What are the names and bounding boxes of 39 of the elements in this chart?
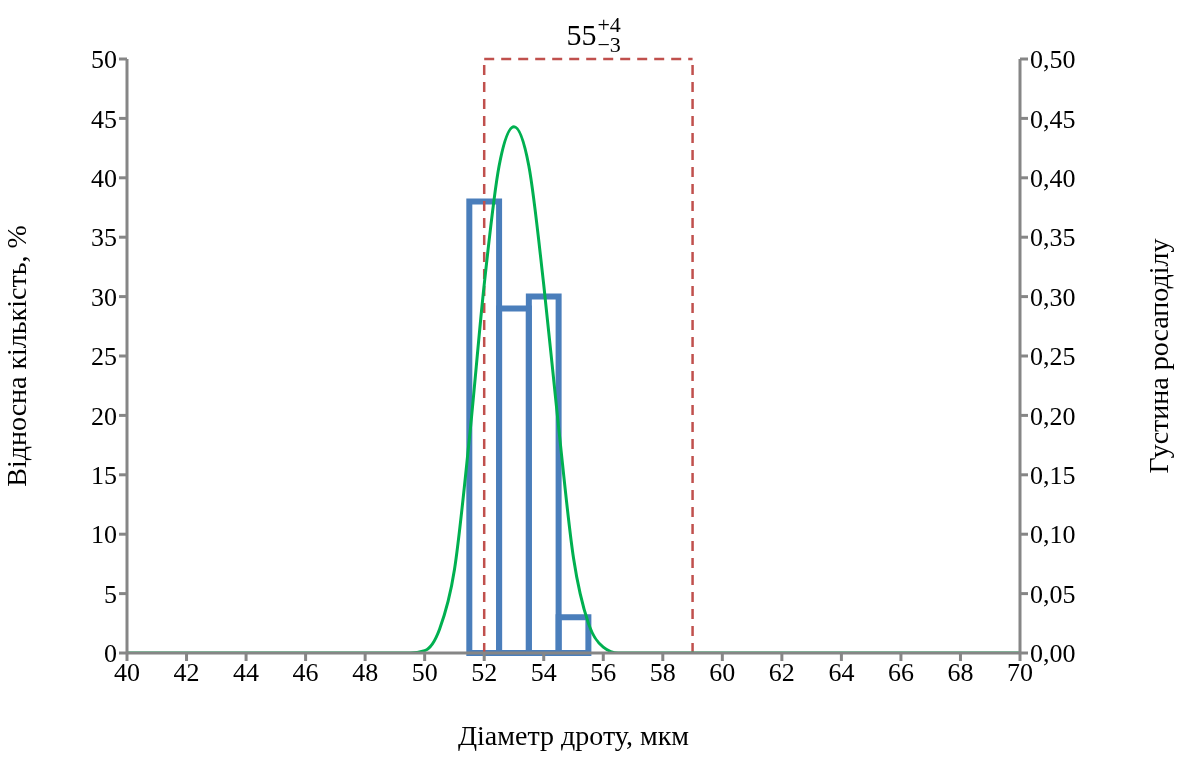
- y2-tick-label: 0,25: [1030, 342, 1076, 372]
- x-tick-label: 62: [768, 658, 795, 688]
- y2-tick-label: 0,10: [1030, 520, 1076, 550]
- x-tick-label: 58: [649, 658, 676, 688]
- y2-tick-label: 0,45: [1030, 104, 1076, 134]
- y-tick-label: 50: [91, 45, 117, 75]
- y-tick-label: 45: [91, 104, 117, 134]
- y2-axis-title: Густина росаподілу: [1142, 238, 1174, 474]
- y2-tick-label: 0,20: [1030, 401, 1076, 431]
- y2-tick-label: 0,50: [1030, 45, 1076, 75]
- y2-tick-label: 0,30: [1030, 282, 1076, 312]
- y-tick-label: 40: [91, 164, 117, 194]
- x-tick-label: 44: [233, 658, 260, 688]
- y-tick-label: 30: [91, 282, 117, 312]
- x-tick-label: 64: [828, 658, 855, 688]
- y-axis-title: Відносна кількість, %: [0, 225, 32, 487]
- x-tick-label: 60: [709, 658, 736, 688]
- x-tick-label: 54: [530, 658, 557, 688]
- y-tick-label: 20: [91, 401, 117, 431]
- x-tick-label: 50: [411, 658, 438, 688]
- x-axis-title: Діаметр дроту, мкм: [457, 720, 690, 751]
- x-tick-label: 68: [947, 658, 974, 688]
- y-tick-label: 25: [91, 342, 117, 372]
- y2-tick-label: 0,40: [1030, 164, 1076, 194]
- y-tick-label: 0: [104, 639, 117, 669]
- x-tick-label: 52: [471, 658, 498, 688]
- x-tick-label: 56: [590, 658, 617, 688]
- y2-tick-label: 0,05: [1030, 579, 1076, 609]
- x-tick-label: 42: [173, 658, 200, 688]
- y-tick-label: 10: [91, 520, 117, 550]
- y-tick-label: 35: [91, 223, 117, 253]
- y2-tick-label: 0,35: [1030, 223, 1076, 253]
- y-tick-label: 15: [91, 461, 117, 491]
- x-tick-label: 46: [292, 658, 319, 688]
- x-tick-label: 70: [1007, 658, 1033, 688]
- y-tick-label: 5: [104, 579, 117, 609]
- x-tick-label: 48: [352, 658, 379, 688]
- y2-tick-label: 0,15: [1030, 461, 1076, 491]
- x-tick-label: 66: [887, 658, 914, 688]
